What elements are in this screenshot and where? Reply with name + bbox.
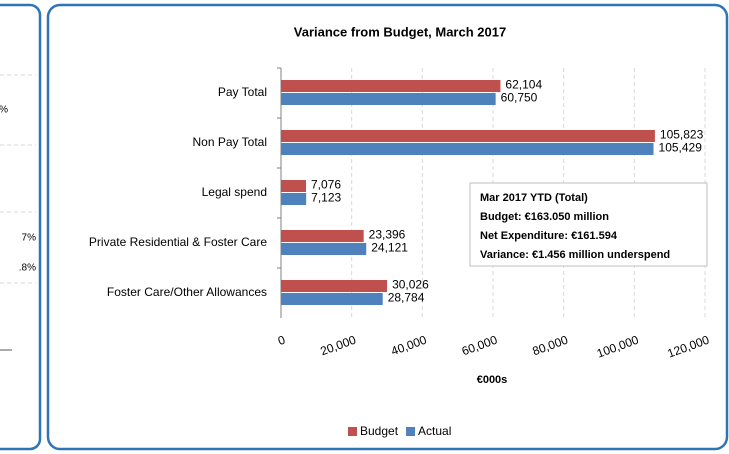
x-tick-label: 0 [276,333,287,349]
y-tick-label: Pay Total [218,85,267,99]
value-label: 105,823 [660,128,704,142]
y-tick-label: Foster Care/Other Allowances [107,285,267,299]
y-tick-label: Non Pay Total [193,135,268,149]
left-label: % [0,105,8,116]
legend-swatch [348,427,357,436]
bar [281,143,654,155]
annotation-line: Net Expenditure: €161.594 [480,230,618,242]
value-label: 24,121 [371,241,408,255]
bar [281,180,307,192]
annotation-line: Variance: €1.456 million underspend [480,249,670,261]
value-label: 7,076 [311,178,341,192]
x-axis-label: €000s [477,374,508,386]
bar [281,293,383,305]
bar [281,193,307,205]
bar [281,130,655,142]
value-label: 28,784 [388,291,425,305]
value-label: 7,123 [311,191,341,205]
bar [281,80,501,92]
value-label: 105,429 [659,141,703,155]
left-label: .8% [19,263,36,274]
value-label: 23,396 [369,228,406,242]
value-label: 60,750 [501,91,538,105]
value-label: 30,026 [392,278,429,292]
chart-panel [46,3,729,451]
y-tick-label: Private Residential & Foster Care [89,235,267,249]
annotation-title: Mar 2017 YTD (Total) [480,192,588,204]
annotation-line: Budget: €163.050 million [480,211,609,223]
bar [281,243,367,255]
annotation-box [469,182,708,267]
annotation: Mar 2017 YTD (Total) Budget: €163.050 mi… [469,182,708,267]
value-label: 62,104 [505,78,542,92]
legend-swatch [406,427,416,436]
bar [281,230,364,242]
bar [281,280,388,292]
left-panel [0,3,42,451]
chart-title: Variance from Budget, March 2017 [294,24,506,39]
y-tick-label: Legal spend [202,185,267,199]
bar [281,93,496,105]
legend-label: Actual [418,424,451,438]
legend-label: Budget [360,424,399,438]
left-label: 7% [22,233,37,244]
